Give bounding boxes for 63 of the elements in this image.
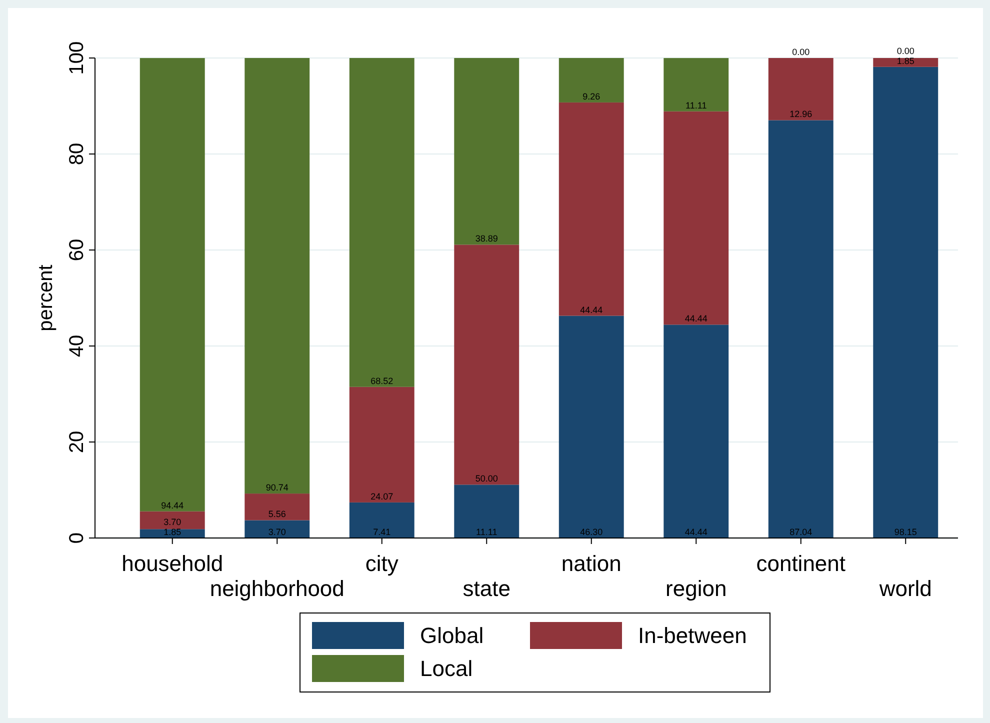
data-label: 90.74 <box>266 482 288 493</box>
bar <box>558 316 624 538</box>
data-label: 0.00 <box>792 47 810 57</box>
data-label: 3.70 <box>164 517 182 527</box>
bar <box>873 58 938 67</box>
data-label: 24.07 <box>370 491 394 502</box>
y-tick-label: 80 <box>66 142 88 166</box>
y-tick-label: 40 <box>66 334 88 358</box>
x-tick-label: continent <box>756 551 846 576</box>
data-label: 1.85 <box>896 56 914 66</box>
x-tick-label: state <box>462 576 510 601</box>
bar <box>454 244 520 485</box>
data-label: 11.11 <box>476 527 498 537</box>
bar <box>349 58 414 387</box>
x-tick-label: city <box>365 551 398 576</box>
bar <box>768 58 834 120</box>
data-label: 87.04 <box>790 527 812 537</box>
data-label: 44.44 <box>684 314 708 324</box>
x-tick-label: region <box>666 576 727 601</box>
y-tick-label: 60 <box>66 238 88 262</box>
x-tick-label: world <box>878 576 932 601</box>
x-tick-label: household <box>122 551 224 576</box>
legend-label: Global <box>420 623 484 648</box>
data-label: 5.56 <box>268 509 286 520</box>
data-label: 50.00 <box>475 474 498 484</box>
x-tick-label: neighborhood <box>210 576 344 601</box>
bar <box>140 58 205 512</box>
bar <box>664 324 729 538</box>
data-label: 44.44 <box>580 304 603 315</box>
data-label: 12.96 <box>790 109 812 120</box>
bar <box>768 120 834 538</box>
data-label: 11.11 <box>686 100 707 110</box>
legend-label: Local <box>420 656 473 681</box>
bar <box>349 502 414 538</box>
data-label: 7.41 <box>373 527 391 537</box>
data-label: 3.70 <box>268 527 286 537</box>
bar <box>664 58 729 112</box>
data-label: 9.26 <box>582 91 600 102</box>
data-label: 38.89 <box>475 234 498 244</box>
x-tick-label: nation <box>561 551 622 576</box>
y-tick-label: 20 <box>66 430 88 454</box>
bar <box>558 58 624 102</box>
bar <box>454 58 520 245</box>
bar <box>873 66 938 538</box>
bar <box>454 484 520 538</box>
data-label: 68.52 <box>370 376 394 386</box>
bar <box>244 58 310 494</box>
y-tick-label: 100 <box>66 41 88 75</box>
data-label: 98.15 <box>894 527 917 537</box>
bar <box>244 494 310 520</box>
bar <box>558 102 624 316</box>
data-label: 94.44 <box>161 500 184 510</box>
data-label: 1.85 <box>164 527 182 537</box>
y-tick-label: 0 <box>66 532 88 544</box>
data-label: 0.00 <box>896 46 914 56</box>
bar <box>664 111 729 325</box>
bar <box>244 520 310 538</box>
legend-label: In-between <box>638 623 747 648</box>
y-axis-title: percent <box>35 264 57 332</box>
data-label: 46.30 <box>580 527 603 537</box>
data-label: 44.44 <box>684 527 708 537</box>
bar <box>349 386 414 502</box>
bar <box>140 511 205 530</box>
